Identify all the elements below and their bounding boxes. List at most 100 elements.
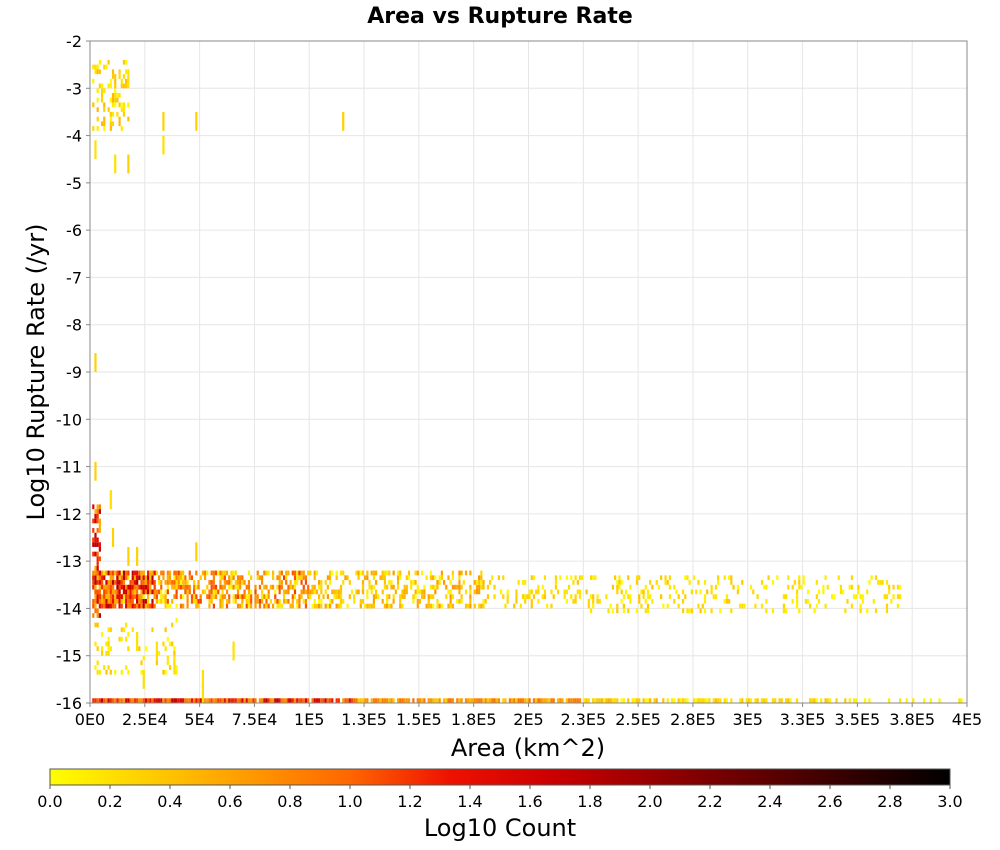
heatmap-cell <box>366 575 369 581</box>
heatmap-cell <box>815 594 818 599</box>
colorbar-tick-label: 2.4 <box>757 792 782 811</box>
heatmap-cell <box>177 698 180 703</box>
heatmap-cell <box>567 698 571 703</box>
heatmap-cell <box>756 698 759 703</box>
heatmap-cell <box>598 598 601 604</box>
heatmap-cell <box>92 698 95 703</box>
heatmap-cell <box>164 603 167 609</box>
heatmap-cell <box>157 575 161 581</box>
heatmap-cell <box>228 584 231 590</box>
heatmap-cell <box>576 698 579 703</box>
x-tick-label: 2E5 <box>513 710 543 729</box>
heatmap-cell <box>94 584 97 590</box>
heatmap-cell <box>160 589 163 595</box>
heatmap-cell <box>289 698 292 703</box>
heatmap-cell <box>366 570 369 576</box>
heatmap-cell <box>136 698 139 703</box>
heatmap-cell <box>247 594 251 599</box>
heatmap-cell <box>697 698 700 703</box>
heatmap-cell <box>583 698 586 703</box>
heatmap-cell <box>138 646 141 651</box>
heatmap-cell <box>399 698 402 703</box>
heatmap-cell <box>214 584 218 590</box>
heatmap-cell <box>186 594 189 599</box>
heatmap-cell <box>874 608 878 614</box>
heatmap-cell <box>885 608 889 614</box>
heatmap-cell <box>129 598 132 604</box>
heatmap-cell <box>267 594 270 599</box>
heatmap-cell <box>98 83 101 89</box>
heatmap-cell <box>482 584 485 590</box>
heatmap-cell <box>212 589 215 595</box>
heatmap-cell <box>173 655 176 675</box>
heatmap-cell <box>765 584 768 590</box>
heatmap-cell <box>160 598 163 604</box>
heatmap-cell <box>168 641 172 647</box>
heatmap-cell <box>105 598 108 604</box>
heatmap-cell <box>103 698 106 703</box>
heatmap-cell <box>324 589 327 595</box>
heatmap-cell <box>190 594 194 599</box>
heatmap-cell <box>565 575 568 581</box>
heatmap-cell <box>541 594 544 599</box>
heatmap-cell <box>234 580 237 585</box>
heatmap-cell <box>537 598 540 604</box>
heatmap-cell <box>502 594 505 599</box>
heatmap-cell <box>355 589 358 595</box>
heatmap-cell <box>129 580 132 585</box>
heatmap-cell <box>567 584 571 590</box>
heatmap-cell <box>151 575 154 581</box>
heatmap-cell <box>96 570 99 576</box>
heatmap-cell <box>100 88 104 94</box>
heatmap-cell <box>546 698 549 703</box>
heatmap-cell <box>153 603 156 609</box>
heatmap-cell <box>122 575 126 581</box>
heatmap-cell <box>94 551 97 557</box>
heatmap-cell <box>475 698 479 703</box>
heatmap-cell <box>254 594 257 599</box>
heatmap-cells <box>92 59 963 703</box>
heatmap-cell <box>92 580 95 585</box>
heatmap-cell <box>245 598 248 604</box>
heatmap-cell <box>125 665 128 670</box>
heatmap-cell <box>381 698 384 703</box>
heatmap-cell <box>342 598 345 604</box>
heatmap-cell <box>175 580 178 585</box>
heatmap-cell <box>160 698 163 703</box>
heatmap-cell <box>92 504 95 510</box>
heatmap-cell <box>278 589 281 595</box>
heatmap-cell <box>232 575 235 581</box>
heatmap-cell <box>261 598 264 604</box>
heatmap-cell <box>92 551 95 557</box>
heatmap-cell <box>111 97 115 103</box>
heatmap-cell <box>383 580 386 585</box>
heatmap-cell <box>98 504 101 510</box>
heatmap-cell <box>291 698 294 703</box>
x-tick-label: 3.8E5 <box>889 710 935 729</box>
heatmap-cell <box>381 598 384 604</box>
heatmap-cell <box>96 518 99 524</box>
heatmap-cell <box>136 575 139 581</box>
heatmap-cell <box>114 580 117 585</box>
heatmap-cell <box>149 570 152 576</box>
heatmap-cell <box>806 589 810 595</box>
heatmap-cell <box>738 603 742 609</box>
heatmap-cell <box>223 594 226 599</box>
heatmap-cell <box>695 589 698 595</box>
y-tick-label: -11 <box>56 458 82 477</box>
heatmap-cell <box>140 660 143 666</box>
heatmap-cell <box>892 584 895 590</box>
heatmap-cell <box>296 598 299 604</box>
heatmap-cell <box>473 580 476 585</box>
heatmap-cell <box>212 584 215 590</box>
heatmap-cell <box>214 698 218 703</box>
heatmap-cell <box>423 584 426 590</box>
heatmap-cell <box>92 570 95 576</box>
heatmap-cell <box>116 594 119 599</box>
heatmap-cell <box>188 698 191 703</box>
heatmap-cell <box>210 594 213 599</box>
heatmap-cell <box>296 698 299 703</box>
heatmap-cell <box>92 102 95 108</box>
heatmap-cell <box>331 598 334 604</box>
heatmap-cell <box>193 589 196 595</box>
